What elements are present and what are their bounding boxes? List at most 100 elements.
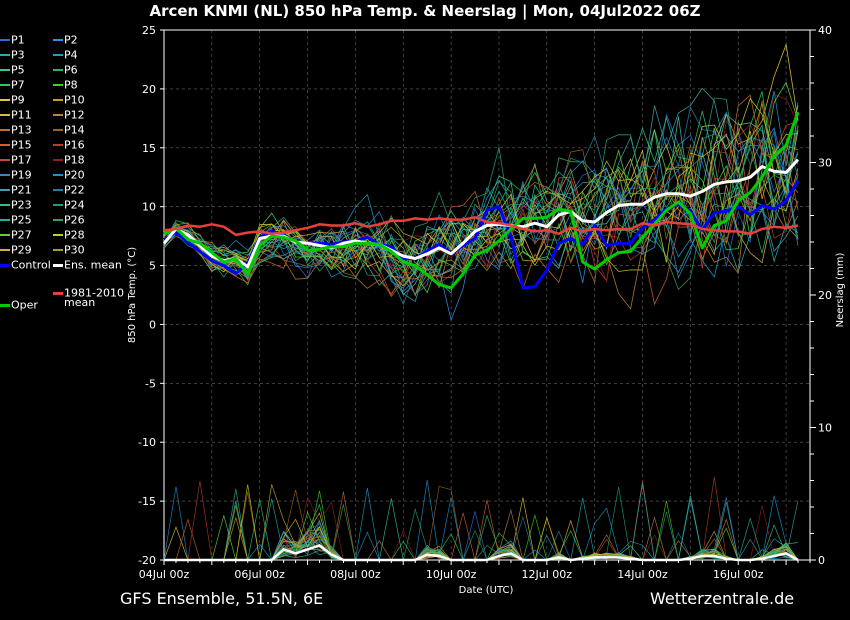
source-credit: Wetterzentrale.de: [650, 589, 795, 608]
legend-swatch: [0, 84, 10, 86]
legend-label: P6: [64, 63, 78, 77]
legend-swatch: [0, 174, 10, 176]
legend-item-p18: P18: [53, 153, 85, 167]
legend-label: P30: [64, 243, 85, 257]
member-precip-line: [163, 480, 799, 561]
member-precip-line: [164, 485, 799, 561]
legend-label: Oper: [11, 298, 38, 312]
member-line: [163, 105, 799, 297]
legend-swatch: [0, 99, 10, 101]
legend-item-p22: P22: [53, 183, 85, 197]
legend-swatch: [53, 291, 63, 295]
grid: [164, 29, 810, 561]
legend-item-p15: P15: [0, 138, 32, 152]
legend-item-p28: P28: [53, 228, 85, 242]
legend-item-p20: P20: [53, 168, 85, 182]
legend-item-p1: P1: [0, 33, 25, 47]
legend-label: P28: [64, 228, 85, 242]
legend-swatch: [0, 54, 10, 56]
precipitation-lines: [163, 476, 799, 561]
legend-swatch: [53, 144, 63, 146]
x-tick-label: 14Jul 00z: [617, 568, 668, 581]
legend-swatch: [0, 39, 10, 41]
legend-label: P26: [64, 213, 85, 227]
legend-item-control: Control: [0, 258, 51, 272]
legend-swatch: [0, 189, 10, 191]
legend-swatch: [53, 249, 63, 251]
member-line: [163, 106, 799, 306]
model-info: GFS Ensemble, 51.5N, 6E: [120, 589, 324, 608]
legend-label: P14: [64, 123, 85, 137]
series-line-oper: [163, 111, 800, 290]
legend-label: P21: [11, 183, 32, 197]
x-tick-label: 10Jul 00z: [426, 568, 477, 581]
legend-label: P12: [64, 108, 85, 122]
axes: -20 -15 -10 -5 0 5 10 15 20 25 0 10 20 30 40 04Jul 00z 0…: [138, 24, 832, 581]
legend-swatch: [0, 249, 10, 251]
legend-item-p19: P19: [0, 168, 32, 182]
y2-axis-label: Neerslag (mm): [835, 252, 846, 327]
y2-tick-label: 40: [818, 24, 832, 37]
precip-mean-line: [164, 544, 799, 562]
legend-label: P20: [64, 168, 85, 182]
member-line: [163, 130, 799, 273]
y-tick-label: 5: [149, 260, 156, 273]
legend-label-climatology-line2: mean: [64, 296, 96, 309]
legend-label: P18: [64, 153, 85, 167]
member-line: [163, 111, 799, 275]
legend-item-p10: P10: [53, 93, 85, 107]
x-tick-label: 12Jul 00z: [522, 568, 573, 581]
legend-item-p11: P11: [0, 108, 32, 122]
y-tick-label: 15: [142, 142, 156, 155]
legend-swatch: [0, 69, 10, 71]
legend-item-ens-mean: Ens. mean: [53, 258, 122, 272]
legend-item-p12: P12: [53, 108, 85, 122]
y-tick-label: -20: [138, 554, 156, 567]
legend-item-p14: P14: [53, 123, 85, 137]
y-tick-label: 25: [142, 24, 156, 37]
legend-label: P10: [64, 93, 85, 107]
y2-tick-label: 10: [818, 422, 832, 435]
legend-item-oper: Oper: [0, 298, 38, 312]
legend-label: P29: [11, 243, 32, 257]
legend-swatch: [53, 54, 63, 56]
y2-tick-label: 20: [818, 289, 832, 302]
legend-swatch: [53, 234, 63, 236]
legend-swatch: [53, 219, 63, 221]
member-line: [163, 87, 799, 289]
legend-item-p26: P26: [53, 213, 85, 227]
x-tick-label: 16Jul 00z: [713, 568, 764, 581]
member-precip-line: [164, 484, 799, 561]
legend-label: P19: [11, 168, 32, 182]
legend-item-p7: P7: [0, 78, 25, 92]
legend-item-p23: P23: [0, 198, 32, 212]
member-precip-line: [164, 480, 799, 561]
member-precip-line: [164, 476, 799, 561]
legend-swatch: [0, 129, 10, 131]
y-axis-label: 850 hPa Temp. (°C): [127, 247, 138, 343]
legend-label: Ens. mean: [64, 258, 122, 272]
legend-label: P17: [11, 153, 32, 167]
legend-item-p4: P4: [53, 48, 78, 62]
legend-swatch: [0, 204, 10, 206]
x-axis-label: Date (UTC): [459, 585, 514, 596]
legend-swatch: [53, 84, 63, 86]
legend-swatch: [0, 219, 10, 221]
plot-frame: [163, 29, 811, 561]
legend-item-p9: P9: [0, 93, 25, 107]
y-tick-label: 0: [149, 318, 156, 331]
main-series: [162, 111, 800, 562]
legend-item-p25: P25: [0, 213, 32, 227]
legend-swatch: [53, 174, 63, 176]
member-precip-line: [164, 484, 799, 561]
legend-swatch: [53, 69, 63, 71]
legend-label: 1981-2010: [64, 286, 124, 300]
legend-label: Control: [11, 258, 51, 272]
member-line: [163, 81, 799, 294]
y-tick-label: -10: [138, 436, 156, 449]
legend-item-p6: P6: [53, 63, 78, 77]
legend-swatch: [53, 204, 63, 206]
legend-item-p3: P3: [0, 48, 25, 62]
legend-label: P22: [64, 183, 85, 197]
